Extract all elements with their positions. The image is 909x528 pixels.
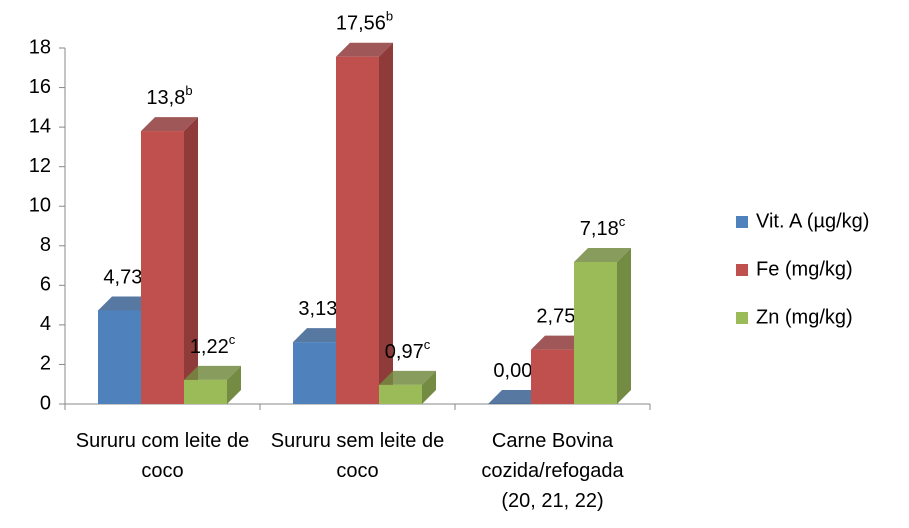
data-label-value: 17,56 [336, 13, 386, 35]
bar-front [141, 131, 184, 405]
bar-top [336, 42, 393, 57]
bar [488, 390, 545, 404]
bar-front [184, 379, 227, 404]
bar [184, 365, 241, 404]
bar-top [574, 247, 631, 262]
bar-side [422, 370, 436, 404]
data-label: 13,8b [146, 84, 192, 110]
y-tick-label: 6 [40, 274, 51, 296]
bar-side [379, 42, 393, 405]
bar-top [379, 370, 436, 385]
data-label: 17,56b [336, 9, 393, 35]
data-label: 7,18c [580, 214, 626, 240]
y-tick-label: 12 [29, 155, 51, 177]
bar-top [531, 335, 588, 350]
legend-swatch [736, 216, 748, 228]
y-tick-label: 0 [40, 392, 51, 414]
y-tick-label: 18 [29, 36, 51, 58]
x-tick-label: Carne Bovina cozida/refogada (20, 21, 22… [481, 430, 624, 512]
y-tick-label: 10 [29, 195, 51, 217]
data-label-sup: c [424, 337, 431, 352]
y-tick-label: 4 [40, 313, 51, 335]
bar-top [293, 328, 350, 343]
bar-front [574, 261, 617, 404]
y-tick-label: 8 [40, 234, 51, 256]
x-tick-label: Sururu com leite de coco [75, 430, 250, 482]
bar-side [184, 117, 198, 405]
legend-label: Zn (mg/kg) [756, 306, 853, 328]
data-label-sup: c [229, 332, 236, 347]
bar-top [488, 390, 545, 404]
bar-side [227, 365, 241, 404]
bar [336, 42, 393, 405]
legend-swatch [736, 312, 748, 324]
bar [141, 117, 198, 405]
legend-label: Fe (mg/kg) [756, 258, 853, 280]
bar-side [617, 247, 631, 404]
data-label-value: 13,8 [146, 87, 185, 109]
legend-swatch [736, 264, 748, 276]
bar-top [98, 296, 155, 311]
data-label-sup: c [619, 214, 626, 229]
x-tick-label: Sururu sem leite de coco [270, 430, 445, 482]
data-label-value: 0,97 [385, 341, 424, 363]
data-label-value: 0,00 [493, 360, 532, 382]
data-label-value: 1,22 [190, 336, 229, 358]
bar-front [379, 384, 422, 404]
bar [574, 247, 631, 404]
bar-top [141, 117, 198, 132]
data-label: 1,22c [190, 332, 236, 358]
bar-front [336, 56, 379, 405]
bar-front [531, 349, 574, 404]
y-tick-label: 14 [29, 115, 51, 137]
bar-front [293, 342, 336, 404]
y-tick-label: 16 [29, 76, 51, 98]
bar-top [184, 365, 241, 380]
data-label-sup: b [386, 9, 393, 24]
data-label-value: 3,13 [298, 298, 337, 320]
y-tick-label: 2 [40, 353, 51, 375]
data-label-sup: b [185, 84, 192, 99]
data-label-value: 4,73 [103, 267, 142, 289]
data-label-value: 2,75 [536, 306, 575, 328]
bar-front [98, 310, 141, 404]
legend-label: Vit. A (µg/kg) [756, 210, 869, 232]
bar [379, 370, 436, 404]
data-label-value: 7,18 [580, 218, 619, 240]
data-label: 0,97c [385, 337, 431, 363]
